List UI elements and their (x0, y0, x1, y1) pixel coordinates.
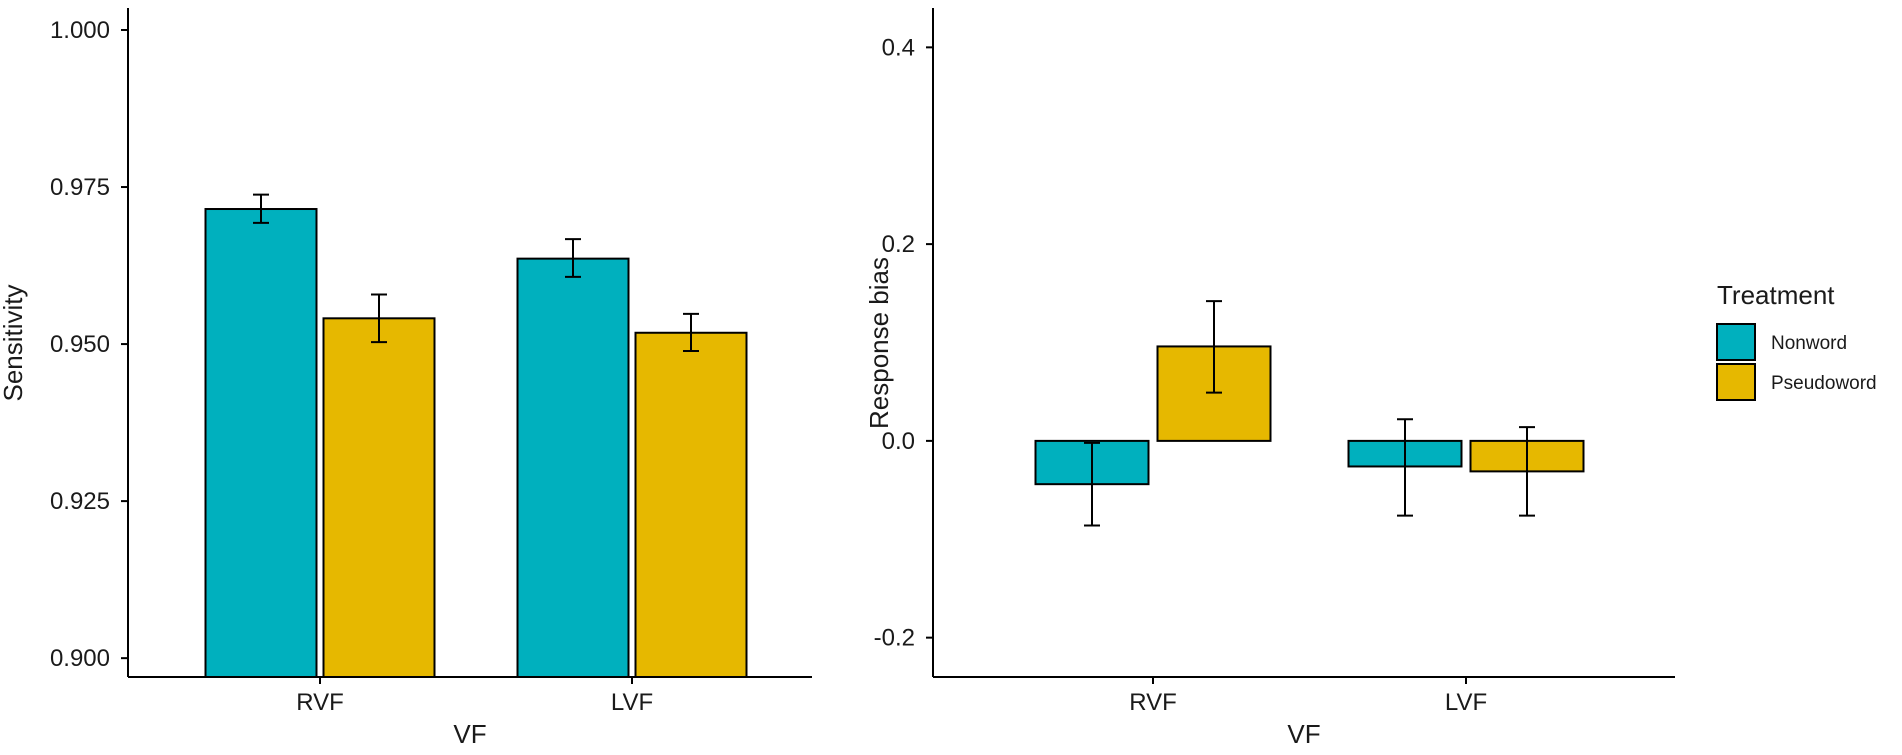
y-tick-label: 0.0 (882, 428, 915, 455)
response-bias-panel: -0.2 0.0 0.2 0.4 RVF LVF VF Response bias (864, 8, 1675, 749)
y-tick-label: 0.2 (882, 231, 915, 258)
y-tick-label: 0.4 (882, 34, 915, 61)
y-axis-title: Sensitivity (0, 284, 28, 401)
x-tick-label-lvf: LVF (1445, 689, 1487, 716)
y-tick-label: 0.975 (50, 174, 110, 201)
y-tick-label: 0.950 (50, 331, 110, 358)
sensitivity-panel: 0.900 0.925 0.950 0.975 1.000 RVF LVF VF Sensiti… (0, 8, 812, 749)
y-axis-title: Response bias (864, 257, 894, 429)
x-axis-title: VF (1287, 719, 1320, 749)
error-bar-nonword-lvf (565, 238, 581, 278)
y-tick-label: 0.900 (50, 645, 110, 672)
y-tick-label: 0.925 (50, 488, 110, 515)
legend-item-pseudoword: Pseudoword (1716, 363, 1877, 401)
bar-pseudoword-rvf (322, 317, 436, 678)
x-axis-title: VF (453, 719, 486, 749)
legend-title: Treatment (1717, 280, 1835, 310)
error-bar-nonword-rvf (1084, 441, 1100, 527)
bar-nonword-rvf (204, 208, 318, 678)
error-bar-pseudoword-rvf (371, 293, 387, 344)
bar-pseudoword-lvf (634, 331, 748, 678)
legend-label-pseudoword: Pseudoword (1771, 373, 1877, 394)
error-bar-pseudoword-lvf (683, 312, 699, 352)
legend: Treatment Nonword Pseudoword (1716, 280, 1877, 401)
error-bar-nonword-lvf (1397, 418, 1413, 517)
error-bar-nonword-rvf (253, 193, 269, 224)
legend-key-pseudoword (1716, 363, 1756, 401)
legend-key-nonword (1716, 323, 1756, 361)
legend-item-nonword: Nonword (1716, 323, 1847, 361)
error-bar-pseudoword-rvf (1206, 300, 1222, 394)
error-bar-pseudoword-lvf (1519, 426, 1535, 517)
bar-nonword-lvf (516, 257, 630, 678)
y-tick-label: 1.000 (50, 17, 110, 44)
x-tick-label-rvf: RVF (1129, 689, 1177, 716)
x-tick-label-lvf: LVF (611, 689, 653, 716)
x-tick-label-rvf: RVF (296, 689, 344, 716)
y-tick-label: -0.2 (874, 625, 915, 652)
legend-label-nonword: Nonword (1771, 333, 1847, 354)
